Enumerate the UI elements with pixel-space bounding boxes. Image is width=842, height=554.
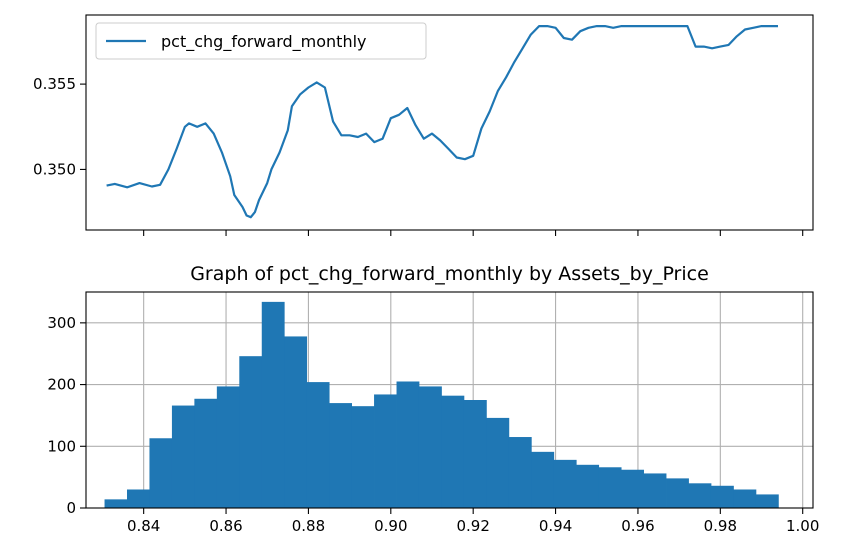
line-chart-series [106, 25, 778, 219]
line-chart-y-ticks: 0.350 0.355 [33, 75, 86, 178]
histogram-bar [374, 394, 397, 508]
line-chart-x-ticks [143, 230, 804, 236]
histogram-bar [441, 395, 465, 508]
x-tick-label: 0.92 [456, 517, 489, 535]
line-chart-frame [85, 14, 814, 231]
histogram-bars [104, 301, 779, 508]
histogram-bar [171, 405, 195, 508]
x-tick-label: 0.84 [127, 517, 160, 535]
y-tick-label: 0 [66, 499, 76, 517]
histogram-bar [284, 336, 308, 508]
x-tick-label: 0.98 [704, 517, 737, 535]
histogram-bar [486, 417, 510, 508]
histogram-bar [688, 483, 712, 508]
histogram-bar [127, 489, 150, 508]
histogram-bar [508, 437, 532, 508]
histogram-bar [598, 467, 622, 508]
histogram-bar [261, 301, 285, 508]
y-tick-label: 200 [47, 376, 76, 394]
histogram-bar [351, 406, 375, 508]
histogram-bar [306, 382, 330, 508]
x-tick-label: 0.86 [209, 517, 242, 535]
y-tick-label: 100 [47, 437, 76, 455]
histogram-bar [418, 386, 442, 508]
histogram-bar [149, 438, 173, 508]
series-line [106, 25, 778, 219]
y-tick-label: 0.350 [33, 160, 76, 178]
histogram-bar [553, 459, 577, 508]
histogram-bar [239, 356, 263, 508]
histogram-bar [666, 478, 689, 508]
x-tick-label: 0.94 [539, 517, 572, 535]
histogram-chart: Graph of pct_chg_forward_monthly by Asse… [47, 263, 819, 535]
histogram-frame [85, 291, 814, 509]
histogram-bar [755, 494, 779, 508]
histogram-bar [194, 398, 218, 508]
legend-label: pct_chg_forward_monthly [161, 32, 367, 52]
histogram-bar [104, 499, 128, 508]
histogram-bar [733, 489, 757, 508]
histogram-bar [710, 485, 734, 508]
histogram-bar [329, 403, 352, 508]
histogram-bar [643, 473, 667, 508]
line-chart: 0.350 0.355 pct_chg_forward_monthly [33, 14, 814, 236]
line-chart-legend: pct_chg_forward_monthly [95, 22, 427, 60]
histogram-bar [621, 469, 644, 508]
histogram-bar [531, 451, 555, 508]
histogram-x-ticks: 0.84 0.86 0.88 0.90 0.92 0.94 0.96 0.98 1.00 [127, 508, 819, 535]
x-tick-label: 0.96 [621, 517, 654, 535]
x-tick-label: 0.90 [374, 517, 407, 535]
histogram-title: Graph of pct_chg_forward_monthly by Asse… [190, 263, 709, 285]
x-tick-label: 1.00 [786, 517, 819, 535]
histogram-bar [576, 464, 600, 508]
histogram-bar [396, 381, 420, 508]
y-tick-label: 0.355 [33, 75, 76, 93]
histogram-y-ticks: 0 100 200 300 [47, 314, 86, 517]
legend-box [95, 22, 427, 60]
y-tick-label: 300 [47, 314, 76, 332]
histogram-bar [463, 400, 487, 508]
x-tick-label: 0.88 [292, 517, 325, 535]
histogram-bar [216, 386, 240, 508]
